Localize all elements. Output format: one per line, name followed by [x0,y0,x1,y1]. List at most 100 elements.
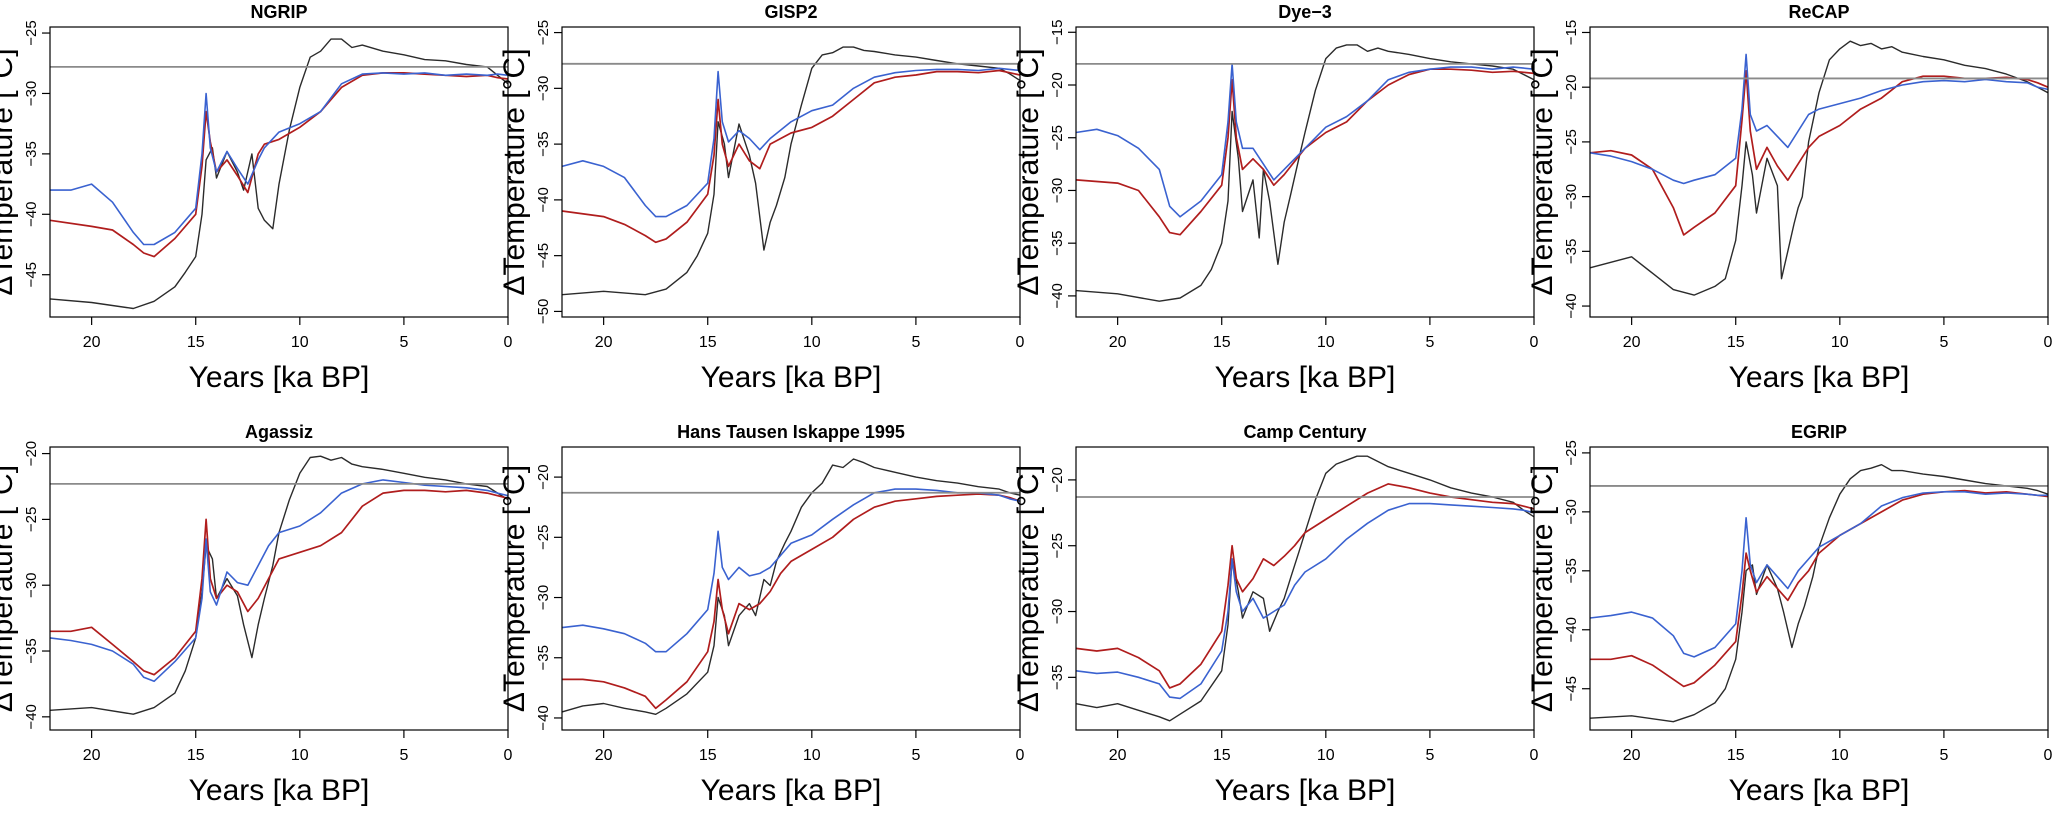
x-axis-label: Years [ka BP] [701,774,882,807]
y-tick-label: −35 [1049,665,1066,690]
x-tick-label: 0 [504,334,513,351]
x-tick-label: 15 [1727,334,1745,351]
y-tick-label: −30 [535,585,552,610]
chart-panel: 20 15 10 5 0 −40 −35 −30 −25 −20 −15 Dye−3 Years [ka… [1012,2,1539,394]
x-tick-label: 15 [699,747,717,764]
x-axis-label: Years [ka BP] [1729,774,1910,807]
y-axis-label: ΔTemperature [°C] [498,48,531,295]
x-axis-label: Years [ka BP] [189,361,370,394]
y-axis-label: ΔTemperature [°C] [1526,465,1559,712]
y-tick-label: −25 [23,20,40,45]
x-tick-label: 15 [1727,747,1745,764]
y-tick-label: −40 [535,705,552,730]
x-tick-label: 15 [187,747,205,764]
x-tick-label: 15 [187,334,205,351]
plot-frame [49,26,509,318]
x-tick-label: 5 [1939,747,1948,764]
series-line-red [1075,68,1535,236]
series-line-blue [561,488,1021,653]
y-tick-label: −40 [23,704,40,729]
x-tick-label: 10 [803,334,821,351]
y-tick-label: −40 [1049,283,1066,308]
y-axis-label: ΔTemperature [°C] [0,48,19,295]
series-line-red [49,72,509,258]
plot-frame [1075,446,1535,731]
y-tick-label: −20 [535,464,552,489]
y-tick-label: −15 [1049,20,1066,45]
chart-panel: 20 15 10 5 0 −40 −35 −30 −25 −20 Agassiz Years [ka … [0,422,513,807]
y-tick-label: −15 [1563,20,1580,45]
x-tick-label: 10 [1831,334,1849,351]
x-tick-label: 20 [1623,334,1641,351]
series-line-blue [561,67,1021,218]
x-tick-label: 10 [803,747,821,764]
panel-title: ReCAP [1788,2,1849,22]
y-tick-label: −30 [535,76,552,101]
series-line-black [1589,40,2049,296]
series-line-black [1589,464,2049,723]
series-line-red [1590,489,2049,688]
series-line-red [50,489,509,676]
series-line-black [1075,44,1535,302]
y-tick-label: −50 [535,299,552,324]
y-tick-label: −30 [1563,184,1580,209]
series-line-red [562,493,1021,710]
y-axis-label: ΔTemperature [°C] [1012,48,1045,295]
plot-frame [561,446,1021,731]
y-tick-label: −35 [1049,230,1066,255]
x-axis-label: Years [ka BP] [701,361,882,394]
y-tick-label: −35 [535,645,552,670]
panel-title: EGRIP [1791,422,1847,442]
y-tick-label: −20 [23,441,40,466]
y-tick-label: −30 [1563,499,1580,524]
series-line-red [561,69,1021,244]
series-line-black [49,38,509,310]
chart-panel: 20 15 10 5 0 −40 −35 −30 −25 −20 −15 ReCAP Years [ka… [1526,2,2053,394]
y-tick-label: −25 [1049,125,1066,150]
y-axis-label: ΔTemperature [°C] [1012,465,1045,712]
series-line-blue [49,479,509,683]
y-tick-label: −45 [23,262,40,287]
y-tick-label: −20 [1049,467,1066,492]
x-tick-label: 15 [1213,747,1231,764]
y-tick-label: −35 [1563,558,1580,583]
y-tick-label: −45 [1563,676,1580,701]
chart-panel: 20 15 10 5 0 −50 −45 −40 −35 −30 −25 GISP2 Years [ka… [498,2,1025,394]
y-tick-label: −35 [535,131,552,156]
y-axis-label: ΔTemperature [°C] [498,465,531,712]
x-tick-label: 10 [1317,747,1335,764]
y-axis-label: ΔTemperature [°C] [1526,48,1559,295]
series-line-blue [1075,502,1535,700]
y-axis-label: ΔTemperature [°C] [0,465,19,712]
x-tick-label: 20 [595,747,613,764]
y-tick-label: −40 [23,202,40,227]
x-tick-label: 5 [1425,747,1434,764]
y-tick-label: −20 [1049,72,1066,97]
y-tick-label: −30 [23,572,40,597]
x-tick-label: 0 [1016,747,1025,764]
x-tick-label: 10 [1831,747,1849,764]
x-tick-label: 20 [83,334,101,351]
series-line-black [1075,455,1535,722]
y-tick-label: −45 [535,243,552,268]
x-tick-label: 0 [1530,747,1539,764]
y-tick-label: −20 [1563,74,1580,99]
x-tick-label: 20 [1109,334,1127,351]
series-line-blue [1589,491,2048,658]
x-tick-label: 20 [83,747,101,764]
x-tick-label: 20 [1623,747,1641,764]
plot-frame [1589,446,2049,731]
y-tick-label: −25 [23,507,40,532]
series-line-black [49,455,509,715]
panel-title: Hans Tausen Iskappe 1995 [677,422,905,442]
y-tick-label: −25 [535,20,552,45]
series-line-black [561,46,1021,296]
x-tick-label: 10 [291,747,309,764]
x-axis-label: Years [ka BP] [1729,361,1910,394]
y-tick-label: −35 [1563,239,1580,264]
series-line-blue [50,72,509,246]
x-tick-label: 20 [1109,747,1127,764]
plot-frame [561,26,1021,318]
y-tick-label: −40 [1563,617,1580,642]
